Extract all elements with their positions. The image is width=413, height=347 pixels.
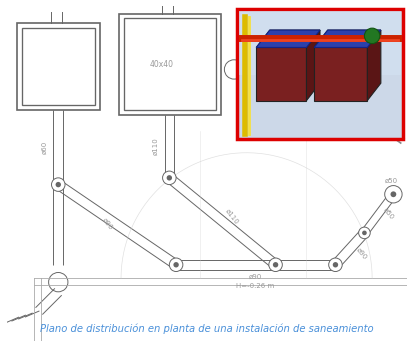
Circle shape bbox=[162, 171, 176, 185]
Text: H=-0.26 m: H=-0.26 m bbox=[235, 283, 274, 289]
Polygon shape bbox=[256, 30, 319, 48]
Circle shape bbox=[332, 262, 337, 268]
Text: ø50: ø50 bbox=[384, 178, 397, 184]
Bar bbox=[123, 18, 215, 110]
Circle shape bbox=[328, 258, 342, 271]
Polygon shape bbox=[313, 30, 380, 48]
Circle shape bbox=[389, 191, 395, 197]
Circle shape bbox=[272, 262, 278, 268]
Polygon shape bbox=[256, 30, 319, 48]
Text: ø90: ø90 bbox=[101, 217, 114, 231]
Text: ø90: ø90 bbox=[248, 273, 261, 279]
Text: 40x40: 40x40 bbox=[150, 60, 173, 69]
Circle shape bbox=[358, 227, 369, 239]
Text: ø90: ø90 bbox=[354, 246, 367, 260]
Circle shape bbox=[51, 178, 65, 191]
Text: ø110: ø110 bbox=[224, 208, 240, 225]
Circle shape bbox=[384, 186, 401, 203]
Text: ø110: ø110 bbox=[245, 60, 264, 71]
Circle shape bbox=[173, 262, 178, 268]
Circle shape bbox=[169, 258, 183, 271]
Circle shape bbox=[55, 182, 61, 187]
Text: ø110: ø110 bbox=[152, 137, 159, 155]
Bar bbox=[17, 23, 100, 110]
Circle shape bbox=[363, 28, 379, 44]
Text: ø60: ø60 bbox=[42, 140, 47, 154]
Circle shape bbox=[268, 258, 282, 271]
Text: ø50: ø50 bbox=[381, 206, 394, 221]
Bar bbox=[256, 48, 306, 101]
Bar bbox=[236, 9, 402, 139]
Polygon shape bbox=[313, 30, 380, 48]
Bar bbox=[238, 11, 400, 76]
Text: Plano de distribución en planta de una instalación de saneamiento: Plano de distribución en planta de una i… bbox=[40, 324, 373, 334]
Bar bbox=[313, 48, 366, 101]
Polygon shape bbox=[366, 30, 380, 101]
Circle shape bbox=[166, 175, 172, 180]
Bar bbox=[119, 14, 220, 115]
Polygon shape bbox=[306, 30, 319, 101]
Circle shape bbox=[361, 230, 366, 235]
Bar bbox=[21, 28, 95, 105]
